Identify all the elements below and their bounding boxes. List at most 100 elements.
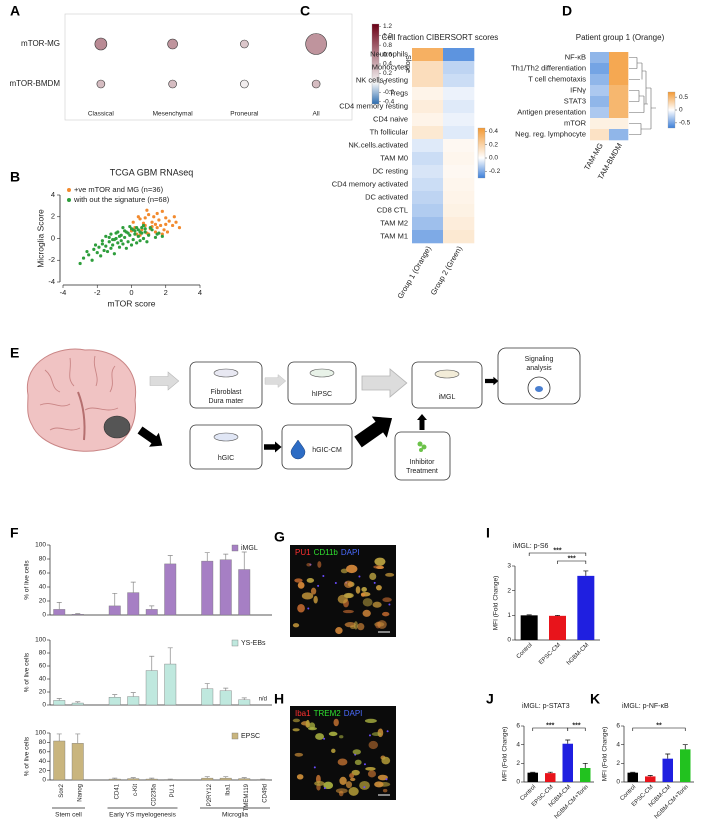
y-tick-label: 0 [616,779,620,786]
nucleus [323,787,326,790]
heat-cell [609,63,629,75]
x-tick-label: hGBM-CM+Torin [654,784,690,820]
heat-cell [412,48,444,62]
bar [108,778,121,781]
panel-letter: I [486,525,490,541]
error-bar [56,698,62,701]
bar [645,776,656,782]
error-bar [167,555,173,564]
point [164,216,168,220]
x-tick-label: PU.1 [170,783,176,797]
cell [368,740,379,750]
bar [238,778,251,781]
point [104,234,108,238]
cell [382,611,390,617]
error-bar [682,744,688,750]
point [112,252,116,256]
node-label: hIPSC [312,391,332,398]
chart-title: iMGL: p-STAT3 [522,703,570,710]
point [136,215,140,219]
row-label: mTOR [564,118,587,127]
heat-cell [590,96,610,108]
y-axis-label: % of live cells [24,736,31,776]
dot [240,39,249,49]
bar [108,697,121,706]
error-bar [112,592,118,606]
heat-cell [609,129,629,141]
plot-frame [64,13,353,121]
stain: PU1 [295,548,311,557]
error-bar [204,683,210,689]
row-label: CD4 memory resting [339,101,408,110]
chart-title: Patient group 1 (Orange) [576,33,665,42]
node-label: analysis [526,365,552,372]
x-tick-label: All [313,111,321,118]
point [143,216,147,220]
x-tick-label: CD235a [151,783,157,806]
heat-cell [609,118,629,130]
heat-cell [590,74,610,86]
nucleus [358,575,361,578]
bar [71,743,84,781]
point [116,241,120,245]
node-label: Treatment [406,468,438,475]
colorbar-tick-label: 0.2 [383,70,392,77]
cell [292,728,300,732]
point [138,239,142,243]
column-label: Group 2 (Green) [429,244,465,297]
point [174,220,178,224]
row-label: Antigen presentation [517,107,586,116]
row-label: CD4 naive [373,114,408,123]
significance-bracket [567,727,586,731]
y-tick-label: 4 [616,741,620,748]
x-tick-label: Iba1 [225,783,231,795]
point [124,230,128,234]
cell [343,592,354,599]
bar [127,696,140,706]
y-tick-label: 2 [507,587,511,594]
y-tick-label: -2 [48,255,55,264]
point [92,247,96,251]
error-bar [112,694,118,698]
x-tick-label: EPSC-CM [538,642,562,666]
point [152,215,156,219]
heat-cell [412,152,444,166]
point [150,220,154,224]
heat-cell [609,107,629,119]
dish-icon [213,368,239,378]
nucleus [373,581,376,584]
heat-cell [590,85,610,97]
legend-label: +ve mTOR and MG (n=36) [74,185,164,194]
row-label: NK cells resting [356,75,408,84]
point [100,239,104,243]
bar [219,777,232,781]
dot [167,38,178,50]
group-label: Stem cell [55,812,82,819]
error-bar [56,602,62,610]
heat-cell [443,100,475,114]
legend-label: with out the signature (n=68) [73,195,170,204]
point [121,226,125,230]
y-tick-label: 60 [39,570,47,577]
y-tick-label: 2 [51,212,55,221]
x-tick-label: Control [516,642,534,660]
legend-swatch [231,639,239,647]
legend-marker [67,188,71,192]
point [167,219,171,223]
colorbar-tick-label: 0 [679,107,683,114]
heat-cell [590,129,610,141]
point [95,251,99,255]
row-label: NF-κB [565,52,586,61]
brain-sulci [39,355,119,431]
point [93,243,98,247]
point [128,224,132,229]
y-axis-label: MFI (Fold Change) [493,576,500,631]
dot [305,33,327,55]
point [162,228,166,232]
heat-cell [609,96,629,108]
point [85,249,89,254]
colorbar-tick-label: 1.0 [383,32,392,39]
heat-cell [443,152,475,166]
row-label: NK.cells.activated [348,140,408,149]
